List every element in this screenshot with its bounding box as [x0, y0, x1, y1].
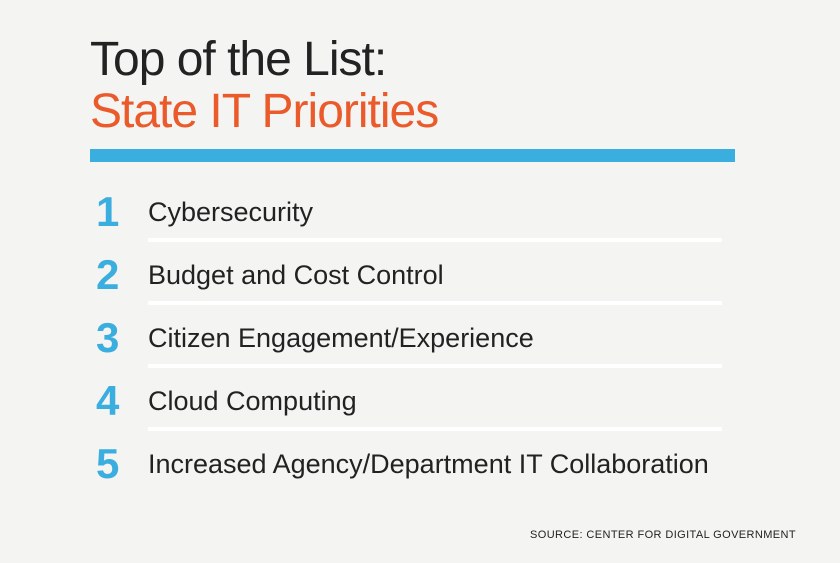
list-item: 2 Budget and Cost Control: [0, 245, 840, 305]
item-divider: [148, 427, 722, 431]
priority-rank: 5: [96, 440, 120, 487]
priority-label: Citizen Engagement/Experience: [148, 323, 534, 353]
priority-label: Cloud Computing: [148, 386, 357, 416]
list-item: 4 Cloud Computing: [0, 371, 840, 431]
priority-rank: 2: [96, 251, 120, 298]
page-title-line2: State IT Priorities: [90, 85, 439, 138]
item-divider: [148, 238, 722, 242]
item-divider: [148, 364, 722, 368]
priority-label: Cybersecurity: [148, 197, 314, 227]
list-item: 3 Citizen Engagement/Experience: [0, 308, 840, 368]
source-credit: SOURCE: CENTER FOR DIGITAL GOVERNMENT: [530, 529, 796, 541]
priority-rank: 1: [96, 188, 120, 235]
list-item: 1 Cybersecurity: [0, 182, 840, 242]
priority-rank: 4: [96, 377, 120, 424]
priority-rank: 3: [96, 314, 120, 361]
title-divider-bar: [90, 149, 735, 162]
priority-label: Increased Agency/Department IT Collabora…: [148, 449, 709, 479]
priority-label: Budget and Cost Control: [148, 260, 444, 290]
list-item: 5 Increased Agency/Department IT Collabo…: [0, 434, 840, 494]
item-divider: [148, 301, 722, 305]
page-title-line1: Top of the List:: [90, 33, 387, 86]
